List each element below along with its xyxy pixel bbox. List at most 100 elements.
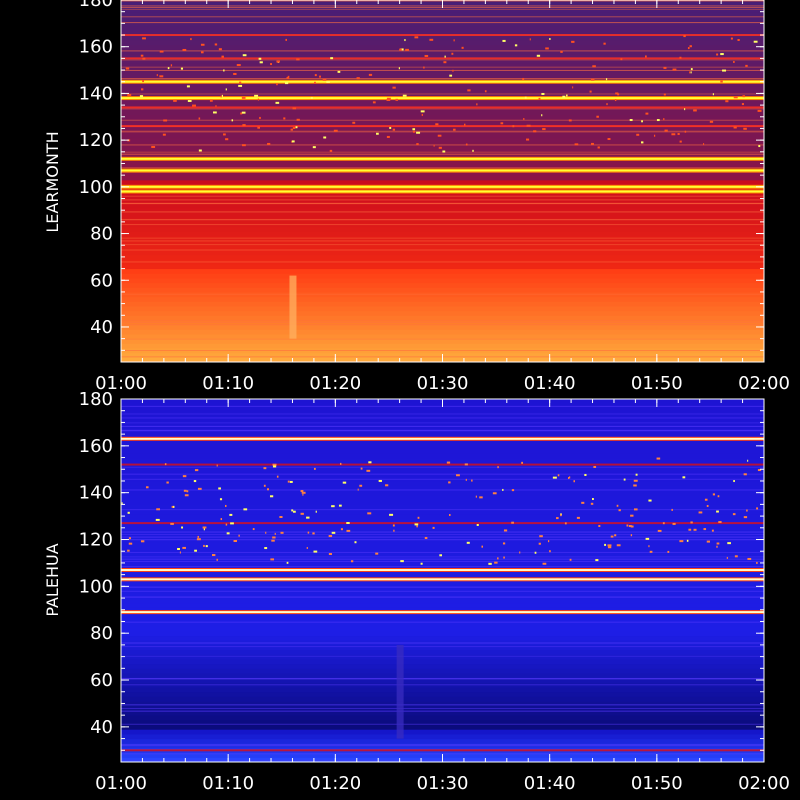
interference-speck: [743, 516, 748, 519]
interference-speck: [564, 522, 567, 525]
interference-speck: [231, 119, 234, 122]
background-band: [121, 687, 764, 693]
background-band: [121, 612, 764, 618]
streak: [121, 473, 764, 475]
streak: [121, 153, 764, 155]
background-band: [121, 263, 764, 270]
interference-speck: [429, 38, 434, 41]
interference-speck: [641, 120, 643, 123]
interference-speck: [219, 498, 223, 501]
background-band: [121, 448, 764, 454]
streak: [121, 425, 764, 427]
interference-speck: [180, 67, 184, 70]
interference-speck: [290, 128, 293, 131]
interference-speck: [291, 509, 294, 512]
interference-speck: [400, 48, 404, 51]
background-band: [121, 616, 764, 622]
interference-speck: [581, 501, 585, 504]
interference-speck: [542, 128, 546, 131]
interference-speck: [649, 550, 653, 553]
interference-speck: [286, 77, 290, 80]
interference-speck: [549, 550, 551, 553]
interference-speck: [690, 521, 693, 524]
background-band: [121, 443, 764, 449]
radio-burst: [396, 644, 404, 739]
background-band: [121, 193, 764, 200]
emission-line: [121, 125, 764, 128]
interference-speck: [569, 558, 572, 561]
interference-speck: [633, 508, 638, 511]
background-band: [121, 663, 764, 669]
interference-speck: [280, 531, 284, 534]
interference-speck: [319, 75, 321, 78]
interference-speck: [221, 94, 224, 97]
interference-speck: [556, 517, 559, 520]
streak: [121, 422, 764, 424]
interference-speck: [287, 75, 290, 78]
background-band: [121, 175, 764, 181]
interference-speck: [503, 529, 508, 532]
interference-speck: [200, 43, 205, 46]
interference-speck: [656, 119, 660, 122]
interference-speck: [756, 507, 759, 510]
interference-speck: [414, 36, 419, 39]
interference-speck: [197, 487, 202, 490]
background-band: [121, 25, 764, 31]
interference-speck: [257, 98, 260, 101]
interference-speck: [225, 138, 229, 141]
interference-speck: [494, 561, 498, 564]
interference-speck: [417, 516, 420, 519]
background-band: [121, 654, 764, 660]
background-band: [121, 53, 764, 59]
streak: [121, 78, 764, 80]
interference-speck: [366, 469, 371, 472]
interference-speck: [166, 481, 169, 484]
interference-speck: [683, 35, 686, 38]
interference-speck: [359, 484, 363, 487]
background-band: [121, 100, 764, 106]
interference-speck: [623, 478, 626, 481]
interference-speck: [279, 516, 283, 519]
streak: [121, 723, 764, 725]
interference-speck: [452, 69, 454, 72]
interference-speck: [272, 465, 277, 468]
interference-speck: [734, 555, 738, 558]
interference-speck: [679, 540, 684, 543]
interference-speck: [684, 130, 687, 133]
interference-speck: [716, 545, 718, 548]
background-band: [121, 282, 764, 288]
interference-speck: [292, 127, 296, 130]
interference-speck: [742, 95, 746, 98]
interference-speck: [758, 145, 761, 148]
interference-speck: [667, 550, 670, 553]
interference-speck: [274, 532, 276, 535]
y-tick-label: 40: [90, 717, 113, 738]
background-band: [121, 574, 764, 580]
streak: [121, 69, 764, 71]
interference-speck: [413, 130, 416, 133]
interference-speck: [443, 61, 447, 64]
interference-speck: [182, 475, 187, 478]
interference-speck: [331, 505, 335, 508]
interference-speck: [679, 56, 682, 59]
interference-speck: [693, 109, 697, 112]
interference-speck: [538, 97, 541, 100]
interference-speck: [333, 129, 338, 132]
interference-speck: [296, 58, 300, 61]
interference-speck: [213, 111, 217, 114]
background-band: [121, 44, 764, 50]
interference-speck: [720, 53, 724, 56]
interference-speck: [686, 539, 689, 542]
streak: [121, 321, 764, 323]
interference-speck: [393, 529, 395, 532]
streak: [121, 707, 764, 709]
interference-speck: [127, 549, 130, 552]
interference-speck: [313, 467, 316, 470]
interference-speck: [257, 126, 261, 129]
interference-speck: [285, 82, 289, 85]
interference-speck: [162, 133, 166, 136]
streak: [121, 413, 764, 415]
interference-speck: [690, 68, 693, 71]
streak: [121, 261, 764, 263]
interference-speck: [497, 466, 499, 469]
